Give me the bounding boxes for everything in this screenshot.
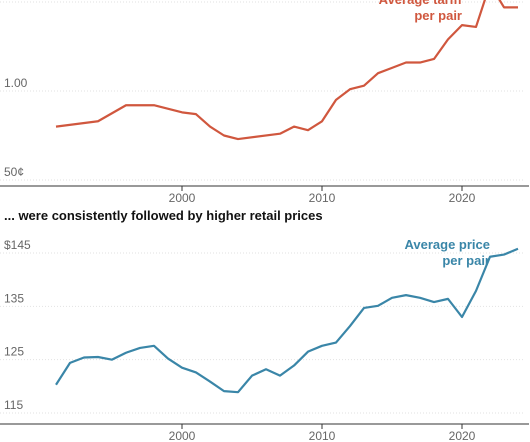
y-tick-label: 125 xyxy=(4,345,24,359)
x-tick-label: 2000 xyxy=(169,191,196,205)
x-tick-label: 2020 xyxy=(449,429,476,442)
line xyxy=(55,247,519,394)
annotation: Average tariff xyxy=(379,0,463,7)
annotation: per pair xyxy=(442,253,490,268)
annotation: Average price xyxy=(404,237,490,252)
y-tick-label: 1.00 xyxy=(4,76,28,90)
y-tick-label: 50¢ xyxy=(4,165,24,179)
y-tick-label: $145 xyxy=(4,238,31,252)
x-tick-label: 2000 xyxy=(169,429,196,442)
x-tick-label: 2010 xyxy=(309,429,336,442)
y-tick-label: 135 xyxy=(4,291,24,305)
annotation: per pair xyxy=(414,8,462,23)
panel-title: ... were consistently followed by higher… xyxy=(4,208,323,223)
y-tick-label: 115 xyxy=(4,398,23,412)
line xyxy=(55,0,518,141)
x-tick-label: 2020 xyxy=(449,191,476,205)
y-tick-label: $1.50 xyxy=(4,0,34,1)
x-tick-label: 2010 xyxy=(309,191,336,205)
